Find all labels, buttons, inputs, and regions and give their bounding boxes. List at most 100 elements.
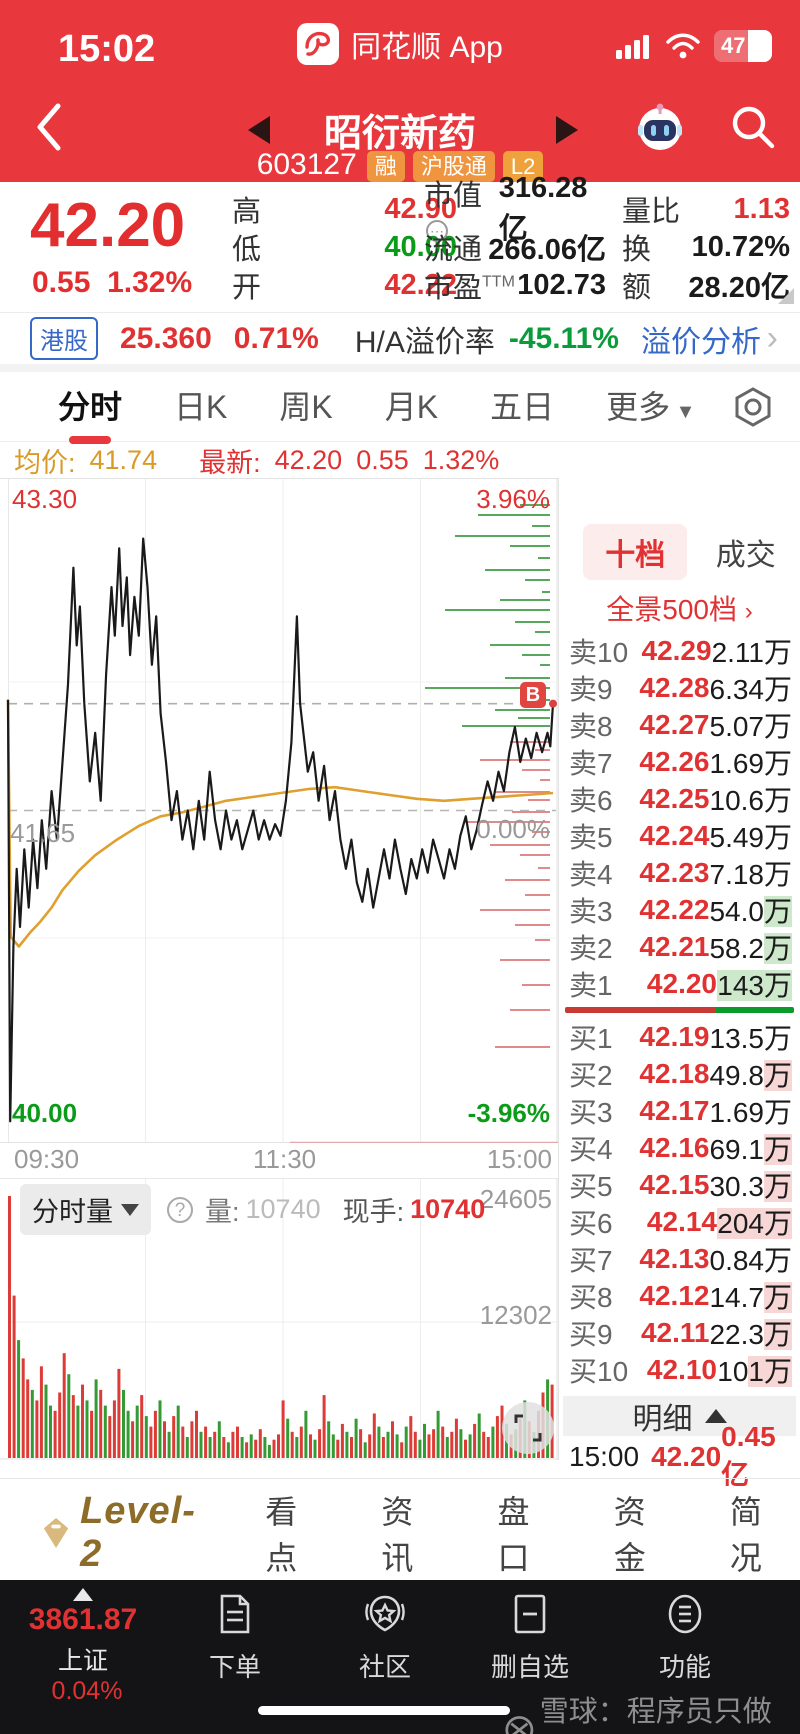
stock-title: 昭衍新药	[323, 113, 476, 155]
status-app-banner[interactable]: 同花顺 App	[0, 22, 800, 66]
tab-更多[interactable]: 更多 ▼	[606, 388, 696, 425]
quote-section[interactable]: 42.20 0.55 1.32% 高 42.90 低 40.00 开 42.22 市值⋯ 3…	[0, 172, 800, 312]
buy-order-row[interactable]: 买2 42.18 49.8万	[559, 1055, 800, 1092]
tab-日K[interactable]: 日K	[174, 388, 228, 425]
dropdown-arrow-icon	[121, 1203, 139, 1216]
index-quote-shortcut[interactable]: 3861.87 上证 0.04%	[18, 1588, 148, 1706]
sell-order-row[interactable]: 卖2 42.21 58.2万	[559, 928, 800, 965]
tab-看点[interactable]: 看点	[265, 1494, 298, 1576]
nav-item-社区[interactable]: 社区	[325, 1592, 445, 1684]
buy-order-row[interactable]: 买3 42.17 1.69万	[559, 1092, 800, 1129]
back-icon[interactable]	[34, 102, 64, 152]
buy-order-row[interactable]: 买10 42.10 101万	[559, 1351, 800, 1388]
order-volume: 49.8万	[709, 1059, 792, 1091]
last-trade-row[interactable]: 15:00 42.20 0.45亿	[559, 1421, 800, 1490]
chart-settings-icon[interactable]	[732, 386, 774, 428]
nav-item-label: 删自选	[490, 1652, 569, 1682]
search-icon[interactable]	[728, 102, 778, 152]
buy-ratio-segment	[716, 1007, 794, 1013]
remove-watchlist-icon	[514, 1594, 546, 1634]
sell-orders: 卖10 42.29 2.11万 卖9 42.28 6.34万 卖8 42.27 5.07万 卖7 4…	[559, 632, 800, 1002]
level2-tab-bar: Level-2 看点 资讯 盘口 资金 简况	[0, 1486, 800, 1592]
tab-五日[interactable]: 五日	[490, 388, 555, 425]
avg-label: 均价:	[14, 447, 76, 478]
index-value: 3861.87	[28, 1603, 138, 1636]
stat-value: 28.20亿	[688, 272, 790, 304]
intraday-chart[interactable]: 43.30 3.96% 41.65 0.00% 40.00 -3.96% B 0…	[0, 478, 558, 1460]
hk-premium-row[interactable]: 港股 25.360 0.71% H/A溢价率 -45.11% 溢价分析 ›	[0, 312, 800, 364]
tab-ten-levels[interactable]: 十档	[583, 524, 688, 580]
expand-icon	[514, 1414, 542, 1442]
price-chart-svg[interactable]	[0, 478, 558, 1143]
tab-资讯[interactable]: 资讯	[381, 1494, 414, 1576]
expand-chart-button[interactable]	[502, 1402, 554, 1454]
order-volume: 7.18万	[709, 858, 793, 890]
buy-order-row[interactable]: 买1 42.19 13.5万	[559, 1018, 800, 1055]
hk-price: 25.360	[120, 321, 212, 355]
sell-order-row[interactable]: 卖4 42.23 7.18万	[559, 854, 800, 891]
avg-value: 41.74	[89, 444, 158, 475]
order-volume: 0.84万	[709, 1244, 793, 1276]
volume-type-selector[interactable]: 分时量	[20, 1184, 151, 1235]
price-change: 0.55 1.32%	[32, 266, 193, 299]
next-stock-icon[interactable]	[556, 116, 578, 144]
premium-analysis-link[interactable]: 溢价分析	[640, 325, 761, 359]
info-icon[interactable]: ⋯	[426, 219, 448, 242]
nav-item-下单[interactable]: 下单	[175, 1592, 295, 1684]
nav-item-功能[interactable]: 功能	[625, 1592, 745, 1684]
buy-order-row[interactable]: 买5 42.15 30.3万	[559, 1166, 800, 1203]
stats-col-cap: 市值⋯ 316.28亿 流通 266.06亿 市盈TTM 102.73	[424, 172, 606, 305]
buy-order-row[interactable]: 买8 42.12 14.7万	[559, 1277, 800, 1314]
battery-fill	[747, 30, 772, 62]
tab-周K[interactable]: 周K	[279, 388, 333, 425]
buy-order-row[interactable]: 买7 42.13 0.84万	[559, 1240, 800, 1277]
buy-order-row[interactable]: 买6 42.14 204万	[559, 1203, 800, 1240]
order-volume: 204万	[717, 1207, 792, 1239]
sell-order-row[interactable]: 卖6 42.25 10.6万	[559, 780, 800, 817]
tab-盘口[interactable]: 盘口	[497, 1494, 530, 1576]
order-volume: 14.7万	[709, 1281, 792, 1313]
sell-order-row[interactable]: 卖5 42.24 5.49万	[559, 817, 800, 854]
sell-order-row[interactable]: 卖9 42.28 6.34万	[559, 669, 800, 706]
volume-label: 量:	[205, 1197, 240, 1227]
index-pct: 0.04%	[51, 1677, 123, 1705]
stat-label: 开	[232, 272, 262, 304]
latest-pct: 1.32%	[422, 444, 500, 475]
hk-badge: 港股	[30, 317, 98, 360]
ths-app-icon	[297, 23, 340, 65]
order-level-label: 买8	[569, 1281, 613, 1313]
buy-order-row[interactable]: 买9 42.11 22.3万	[559, 1314, 800, 1351]
tab-分时[interactable]: 分时	[58, 382, 122, 432]
tab-level2[interactable]: Level-2	[42, 1490, 209, 1592]
time-noon: 11:30	[253, 1144, 317, 1174]
chevron-right-icon[interactable]: ›	[766, 319, 778, 357]
tab-简况[interactable]: 简况	[729, 1494, 762, 1576]
tab-月K[interactable]: 月K	[384, 388, 439, 425]
stock-code: 603127	[256, 148, 357, 181]
stat-row: 额 28.20亿	[622, 266, 790, 304]
tab-资金[interactable]: 资金	[613, 1494, 646, 1576]
help-icon[interactable]: ?	[167, 1196, 193, 1223]
order-book-panel: 十档 成交 全景500档 › 卖10 42.29 2.11万 卖9 42.28 6.34万…	[558, 478, 800, 1490]
detail-toggle[interactable]: 明细	[563, 1396, 796, 1436]
order-volume: 22.3万	[709, 1318, 792, 1350]
sell-order-row[interactable]: 卖8 42.27 5.07万	[559, 706, 800, 743]
stat-label: 市盈TTM	[424, 272, 515, 304]
sell-order-row[interactable]: 卖3 42.22 54.0万	[559, 891, 800, 928]
last-trade-time: 15:00	[569, 1441, 640, 1472]
stat-value: 1.13	[733, 192, 790, 225]
nav-item-删自选[interactable]: 删自选	[470, 1592, 590, 1684]
order-price: 42.28	[639, 671, 710, 703]
robot-assistant-icon[interactable]	[632, 100, 688, 156]
panorama-500-link[interactable]: 全景500档 ›	[606, 594, 753, 625]
sell-order-row[interactable]: 卖7 42.26 1.69万	[559, 743, 800, 780]
xueqiu-logo-icon	[505, 1716, 534, 1734]
tab-trades[interactable]: 成交	[715, 539, 776, 572]
nav-bar: 昭衍新药	[0, 100, 800, 156]
prev-stock-icon[interactable]	[248, 116, 270, 144]
stat-row: 换 10.72%	[622, 228, 790, 267]
sell-order-row[interactable]: 卖1 42.20 143万	[559, 965, 800, 1002]
stat-row: 低 40.00	[232, 228, 457, 267]
sell-order-row[interactable]: 卖10 42.29 2.11万	[559, 632, 800, 669]
buy-order-row[interactable]: 买4 42.16 69.1万	[559, 1129, 800, 1166]
